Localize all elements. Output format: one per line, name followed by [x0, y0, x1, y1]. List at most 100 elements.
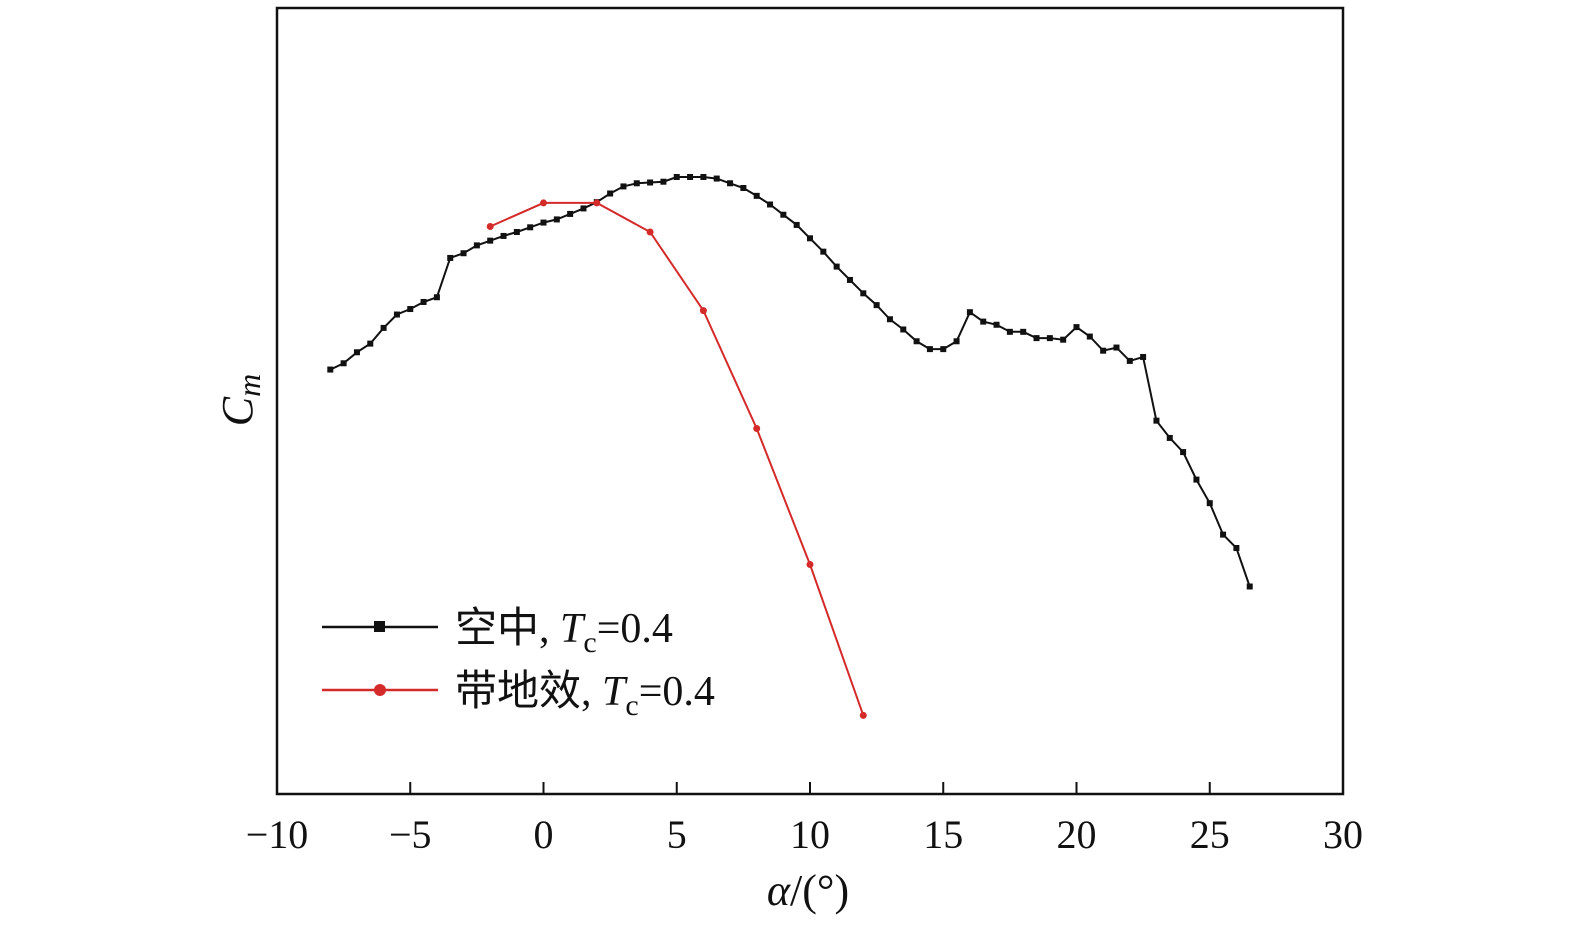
x-tick-label: 30	[1323, 812, 1363, 857]
legend-label-air: 空中, Tc=0.4	[455, 605, 673, 659]
data-point	[487, 237, 494, 244]
data-point	[340, 360, 347, 367]
data-point	[1033, 335, 1040, 342]
series-0	[327, 173, 1253, 590]
series-1	[486, 199, 867, 719]
data-point	[367, 340, 374, 347]
data-point	[1193, 476, 1200, 483]
data-point	[1126, 357, 1133, 364]
data-point	[953, 338, 960, 345]
data-point	[1046, 335, 1053, 342]
x-tick-label: 10	[790, 812, 830, 857]
data-point	[407, 306, 414, 313]
data-point	[527, 224, 534, 231]
x-tick-label: 15	[923, 812, 963, 857]
x-tick-label: −10	[246, 812, 309, 857]
series-line	[329, 176, 1251, 587]
data-point	[859, 711, 867, 719]
x-tick-label: −5	[389, 812, 432, 857]
data-point	[380, 324, 387, 331]
x-axis-ticks	[276, 782, 1344, 794]
series-line	[489, 201, 865, 716]
data-point	[1073, 324, 1080, 331]
data-point	[473, 242, 480, 249]
data-point	[633, 180, 640, 187]
legend-marker-air	[374, 621, 385, 632]
data-point	[1140, 353, 1147, 360]
data-point	[753, 192, 760, 199]
data-point	[647, 179, 654, 186]
data-point	[1100, 347, 1107, 354]
data-point	[846, 276, 853, 283]
data-point	[793, 221, 800, 228]
data-point	[513, 229, 520, 236]
data-point	[540, 199, 547, 207]
data-point	[646, 228, 654, 236]
data-point	[620, 183, 627, 190]
data-point	[940, 346, 947, 353]
data-point	[1006, 328, 1013, 335]
data-point	[593, 199, 601, 207]
legend-item-air: 空中, Tc=0.4	[322, 605, 673, 659]
data-point	[327, 366, 334, 373]
data-point	[873, 302, 880, 309]
data-point	[806, 560, 814, 568]
data-point	[1113, 344, 1120, 351]
data-point	[460, 250, 467, 257]
data-point	[500, 232, 507, 239]
data-point	[607, 190, 614, 197]
data-point	[926, 346, 933, 353]
data-point	[420, 298, 427, 305]
data-point	[699, 307, 707, 315]
data-point	[687, 173, 694, 180]
data-point	[1020, 328, 1027, 335]
data-point	[1166, 434, 1173, 441]
data-point	[966, 309, 973, 316]
data-point	[740, 184, 747, 191]
data-point	[753, 425, 761, 433]
data-point	[486, 223, 494, 231]
data-point	[767, 201, 774, 208]
data-point	[993, 321, 1000, 328]
data-point	[540, 219, 547, 226]
plot-frame	[275, 6, 1345, 796]
data-point	[980, 318, 987, 325]
data-point	[1060, 336, 1067, 343]
data-point	[700, 173, 707, 180]
legend-item-ground-effect: 带地效, Tc=0.4	[322, 669, 715, 722]
data-point	[886, 316, 893, 323]
data-point	[727, 180, 734, 187]
y-axis-title: Cm	[213, 374, 267, 426]
data-point	[833, 263, 840, 270]
data-point	[1086, 333, 1093, 340]
data-point	[673, 173, 680, 180]
data-point	[900, 326, 907, 333]
data-point	[1153, 417, 1160, 424]
series-layer	[327, 173, 1253, 719]
data-point	[1220, 531, 1227, 538]
data-point	[1206, 500, 1213, 507]
data-point	[807, 235, 813, 242]
data-point	[553, 216, 560, 223]
x-tick-label: 25	[1190, 812, 1230, 857]
data-point	[1180, 449, 1187, 456]
data-point	[660, 178, 667, 185]
data-point	[447, 254, 454, 261]
x-tick-label: 0	[534, 812, 554, 857]
data-point	[713, 175, 720, 182]
legend-marker-ground-effect	[374, 684, 386, 696]
data-point	[860, 290, 867, 297]
data-point	[913, 338, 920, 345]
legend: 空中, Tc=0.4 带地效, Tc=0.4	[322, 605, 715, 722]
data-point	[780, 211, 787, 218]
data-point	[1233, 544, 1240, 551]
data-point	[567, 210, 574, 217]
data-point	[820, 248, 827, 255]
data-point	[353, 349, 360, 356]
x-tick-label: 5	[667, 812, 687, 857]
x-axis-tick-labels: −10 −5 0 5 10 15 20 25 30	[246, 812, 1363, 857]
x-axis-title: α/(°)	[767, 866, 849, 915]
data-point	[580, 205, 587, 212]
data-point	[433, 294, 440, 301]
